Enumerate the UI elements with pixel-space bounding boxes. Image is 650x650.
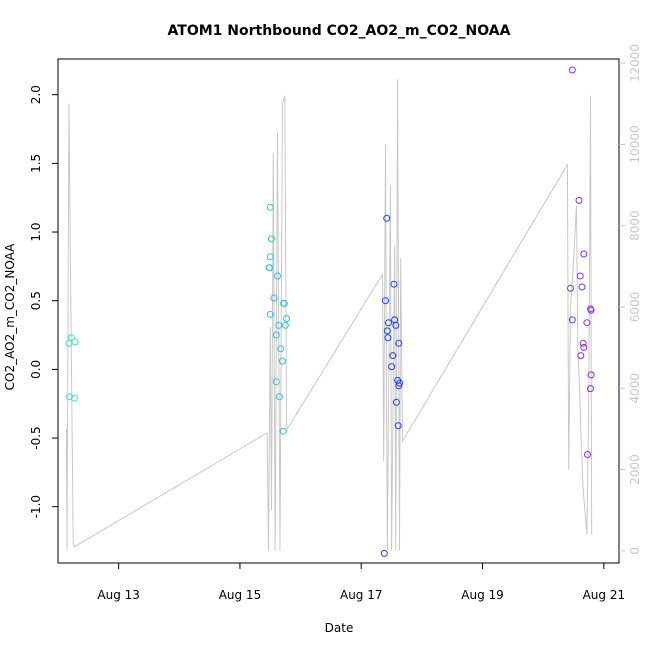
- data-point: [587, 371, 595, 379]
- data-point: [384, 334, 392, 342]
- chart-title: ATOM1 Northbound CO2_AO2_m_CO2_NOAA: [168, 23, 511, 39]
- data-point: [568, 66, 576, 74]
- data-point: [70, 394, 78, 402]
- y2-tick-label: 8000: [628, 210, 642, 241]
- y2-tick-label: 4000: [628, 373, 642, 404]
- data-point: [280, 299, 288, 307]
- y2-tick-label: 0: [628, 547, 642, 555]
- data-point: [383, 214, 391, 222]
- y-axis-right: 0 2000 4000 6000 8000 10000 12000: [619, 44, 642, 555]
- plot-frame: [57, 58, 620, 564]
- data-point: [568, 316, 576, 324]
- data-point: [577, 352, 585, 360]
- data-point: [275, 393, 283, 401]
- data-point: [587, 385, 594, 393]
- data-point: [283, 315, 291, 323]
- data-point: [392, 398, 400, 406]
- data-point: [266, 203, 274, 211]
- data-point: [394, 422, 402, 430]
- x-tick-label: Aug 17: [340, 588, 383, 602]
- data-point: [396, 379, 403, 387]
- data-point: [578, 283, 586, 291]
- data-point: [587, 306, 595, 314]
- x-tick-label: Aug 21: [583, 588, 626, 602]
- y-axis-left: -1.0 -0.5 0.0 0.5 1.0 1.5 2.0: [29, 85, 58, 518]
- data-point: [275, 321, 283, 329]
- y-tick-label: -1.0: [29, 495, 43, 518]
- y2-tick-label: 2000: [628, 454, 642, 485]
- y2-line: [66, 79, 593, 551]
- data-point: [266, 253, 274, 261]
- data-point: [383, 327, 391, 335]
- data-point: [584, 451, 591, 458]
- data-point: [575, 196, 583, 204]
- data-point: [279, 427, 287, 435]
- y-tick-label: 1.5: [29, 154, 43, 173]
- y-axis-label: CO2_AO2_m_CO2_NOAA: [3, 243, 17, 390]
- x-tick-label: Aug 15: [219, 588, 262, 602]
- data-point: [579, 339, 587, 347]
- y-tick-label: 2.0: [29, 85, 43, 104]
- data-point: [272, 378, 280, 386]
- y-tick-label: -0.5: [29, 426, 43, 449]
- data-point: [567, 284, 574, 292]
- data-point: [580, 343, 588, 351]
- data-point: [390, 280, 398, 288]
- y2-tick-label: 6000: [628, 292, 642, 323]
- data-point: [580, 250, 588, 258]
- y2-tick-label: 10000: [628, 125, 642, 163]
- data-point: [395, 382, 403, 390]
- data-point: [281, 321, 289, 329]
- x-axis-label: Date: [325, 621, 354, 635]
- data-point: [67, 334, 75, 342]
- y2-tick-label: 12000: [628, 44, 642, 82]
- data-point: [395, 339, 403, 347]
- data-point: [66, 393, 73, 401]
- data-point: [576, 272, 584, 280]
- data-point: [272, 331, 280, 339]
- x-tick-label: Aug 19: [461, 588, 504, 602]
- data-point: [277, 345, 285, 353]
- x-axis: Aug 13 Aug 15 Aug 17 Aug 19 Aug 21: [97, 563, 625, 602]
- y-tick-label: 1.0: [29, 222, 43, 241]
- data-point: [389, 352, 397, 360]
- y-tick-label: 0.5: [29, 291, 43, 310]
- data-point: [583, 319, 591, 327]
- data-point: [380, 549, 388, 557]
- data-point: [71, 338, 79, 346]
- y-tick-label: 0.0: [29, 360, 43, 379]
- scatter-points: [65, 66, 595, 557]
- data-point: [266, 264, 274, 272]
- data-point: [392, 321, 400, 329]
- data-point: [385, 319, 392, 327]
- data-point: [388, 363, 396, 371]
- data-point: [270, 294, 278, 302]
- data-point: [382, 297, 389, 305]
- data-point: [268, 235, 275, 243]
- data-point: [274, 272, 281, 280]
- data-point: [266, 310, 274, 318]
- x-tick-label: Aug 13: [97, 588, 140, 602]
- data-point: [278, 357, 286, 365]
- y2-line-series: [66, 79, 593, 551]
